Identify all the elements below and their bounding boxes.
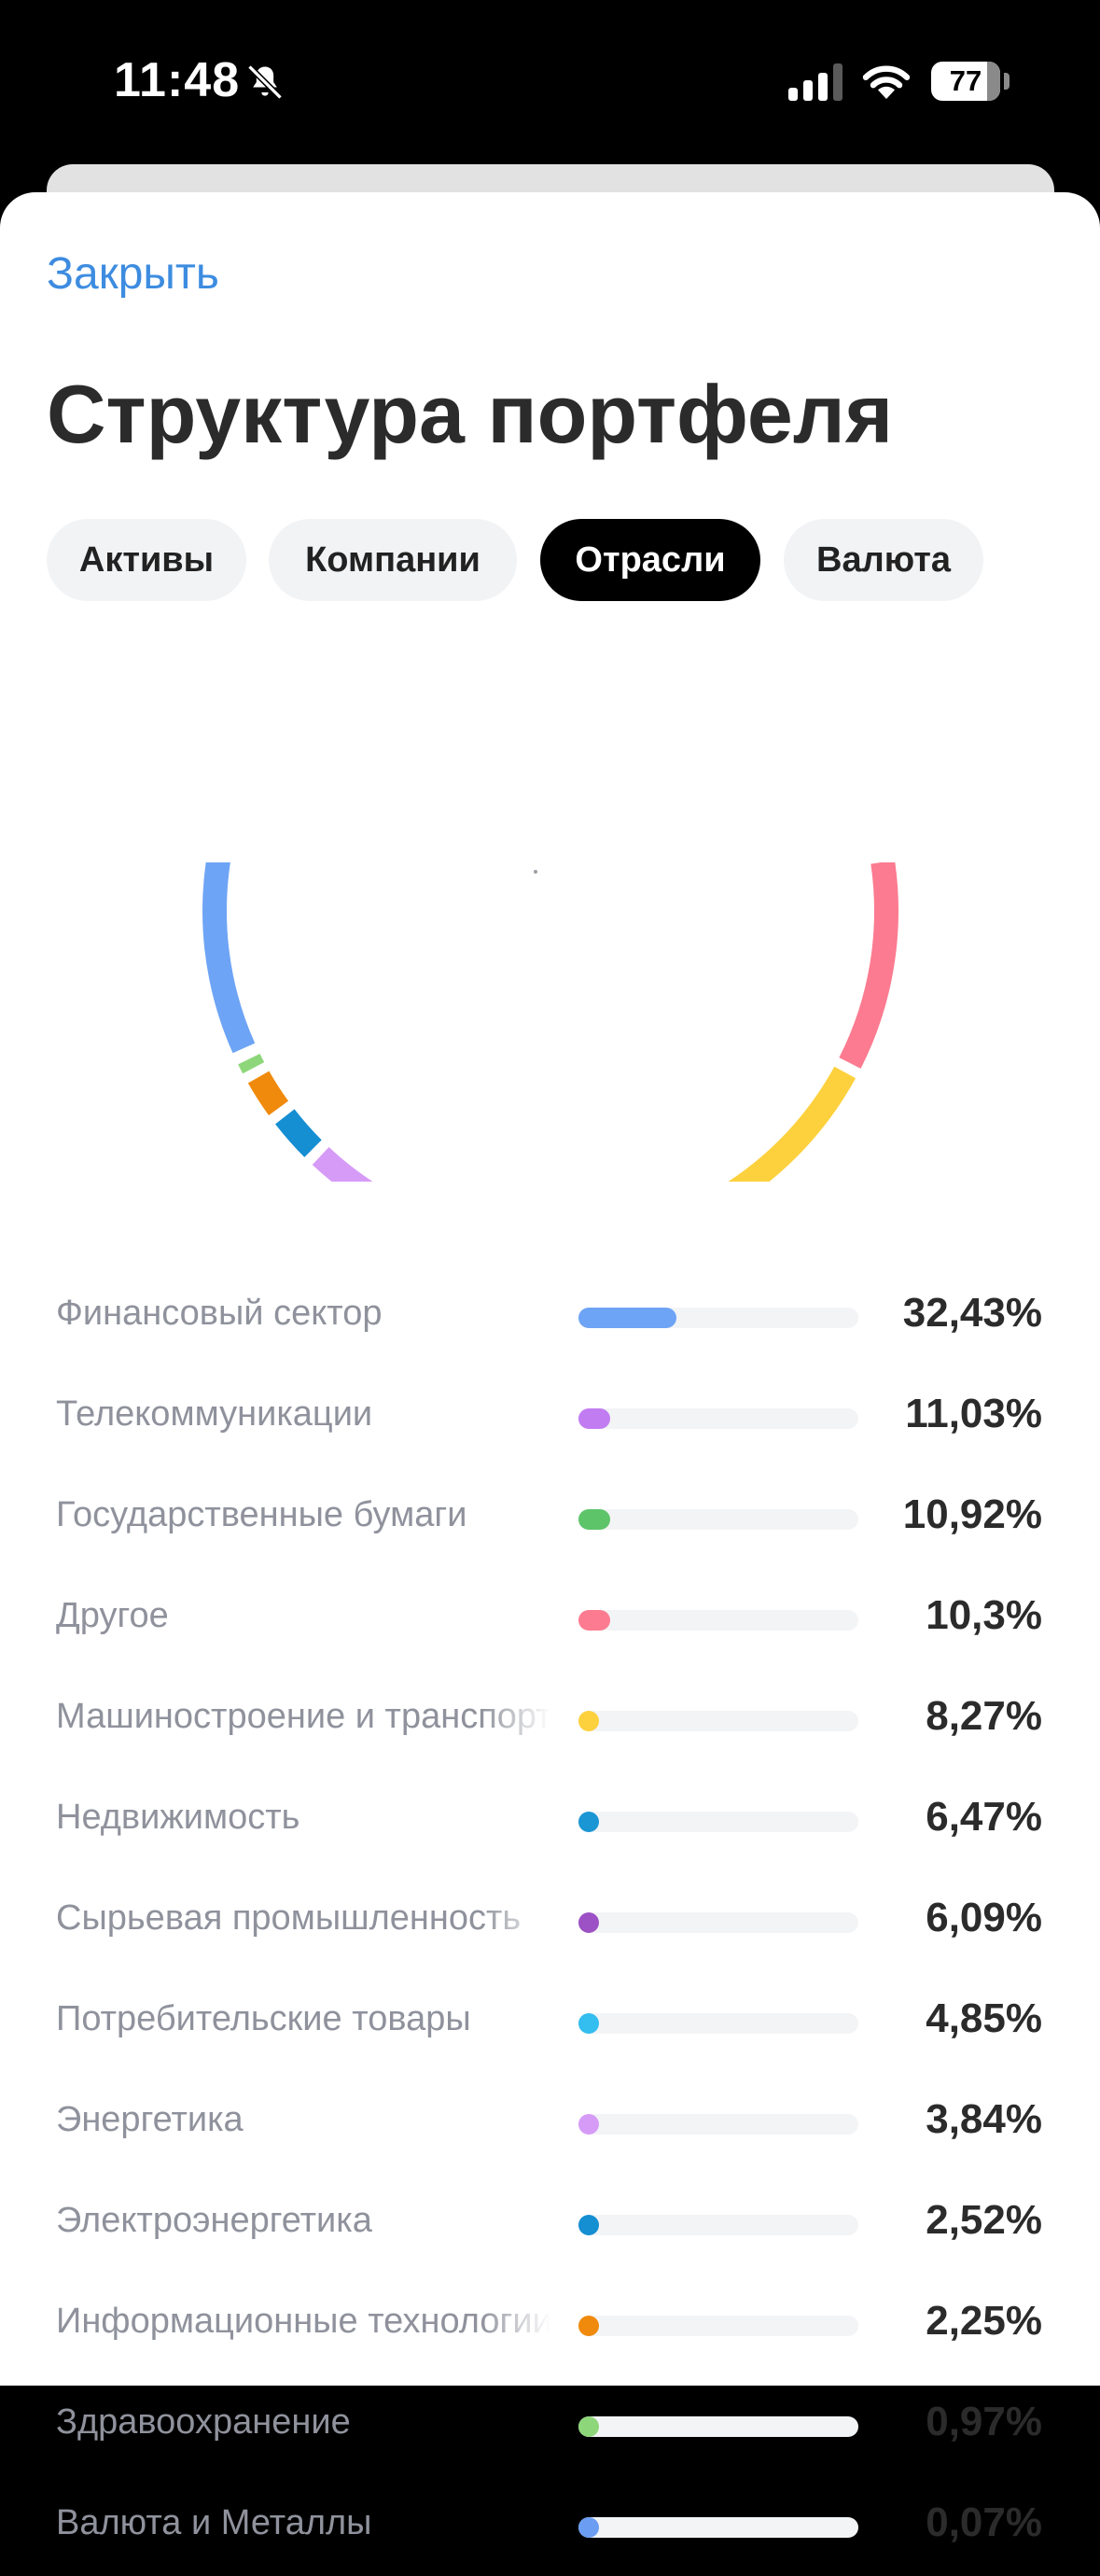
sector-value: 2,25% bbox=[926, 2298, 1042, 2344]
sector-bar-fill bbox=[578, 1308, 676, 1328]
sector-row[interactable]: Потребительские товары 4,85% bbox=[0, 1971, 1100, 2072]
tab-currency[interactable]: Валюта bbox=[784, 519, 983, 601]
sector-row[interactable]: Валюта и Металлы 0,07% bbox=[0, 2475, 1100, 2576]
status-bar: 11:48 77 bbox=[0, 0, 1100, 163]
sector-row[interactable]: Информационные технологии 2,25% bbox=[0, 2274, 1100, 2374]
sector-row[interactable]: Недвижимость 6,47% bbox=[0, 1770, 1100, 1870]
sector-value: 3,84% bbox=[926, 2096, 1042, 2142]
tab-companies-label: Компании bbox=[305, 539, 480, 580]
sector-bar-fill bbox=[578, 2013, 599, 2034]
chart-center-dot bbox=[534, 870, 537, 874]
sector-bar-track bbox=[578, 2416, 858, 2437]
sector-label: Электроэнергетика bbox=[56, 2201, 372, 2240]
sector-row[interactable]: Энергетика 3,84% bbox=[0, 2072, 1100, 2173]
sector-label: Недвижимость bbox=[56, 1798, 300, 1837]
sector-label: Валюта и Металлы bbox=[56, 2503, 372, 2542]
sector-label: Государственные бумаги bbox=[56, 1495, 467, 1534]
sector-bar-fill bbox=[578, 1610, 610, 1631]
sector-bar-track bbox=[578, 2114, 858, 2135]
battery-level: 77 bbox=[949, 64, 982, 97]
page-title: Структура портфеля bbox=[47, 368, 894, 460]
sector-bar-fill bbox=[578, 1912, 599, 1933]
sector-bar-track bbox=[578, 1308, 858, 1328]
sector-label: Другое bbox=[56, 1596, 169, 1635]
sector-bar-fill bbox=[578, 1408, 610, 1429]
sector-value: 2,52% bbox=[926, 2197, 1042, 2243]
sector-value: 11,03% bbox=[905, 1391, 1042, 1436]
tab-currency-label: Валюта bbox=[816, 539, 951, 580]
donut-slice-10 bbox=[247, 1071, 289, 1115]
tab-assets[interactable]: Активы bbox=[47, 519, 246, 601]
sector-bar-fill bbox=[578, 1812, 599, 1832]
sector-bar-track bbox=[578, 1812, 858, 1832]
sector-value: 8,27% bbox=[926, 1693, 1042, 1739]
tab-companies[interactable]: Компании bbox=[269, 519, 517, 601]
tab-assets-label: Активы bbox=[78, 539, 215, 580]
donut-slice-3 bbox=[839, 862, 898, 1069]
sector-label: Здравоохранение bbox=[56, 2402, 351, 2442]
status-time: 11:48 bbox=[114, 53, 241, 107]
sector-bar-track bbox=[578, 1509, 858, 1530]
sector-bar-track bbox=[578, 2316, 858, 2336]
bell-slash-icon bbox=[247, 64, 283, 100]
sector-bar-track bbox=[578, 2517, 858, 2538]
close-button[interactable]: Закрыть bbox=[47, 249, 219, 299]
sector-value: 10,92% bbox=[902, 1491, 1042, 1537]
sector-bar-track bbox=[578, 1711, 858, 1731]
sector-row[interactable]: Машиностроение и транспорт 8,27% bbox=[0, 1669, 1100, 1770]
sector-donut-chart bbox=[202, 663, 898, 1182]
wifi-icon bbox=[862, 65, 911, 99]
battery-indicator: 77 bbox=[931, 62, 1000, 101]
sector-bar-track bbox=[578, 1912, 858, 1933]
sector-bar-fill bbox=[578, 1711, 599, 1731]
donut-slice-2 bbox=[776, 663, 881, 852]
sector-bar-fill bbox=[578, 2416, 599, 2437]
sector-value: 32,43% bbox=[902, 1290, 1042, 1336]
sector-bar-fill bbox=[578, 2316, 599, 2336]
sector-value: 0,07% bbox=[926, 2499, 1042, 2545]
sector-value: 0,97% bbox=[926, 2399, 1042, 2444]
tab-sectors-label: Отрасли bbox=[575, 539, 726, 580]
sector-bar-track bbox=[578, 1610, 858, 1631]
sector-label: Сырьевая промышленность bbox=[56, 1898, 522, 1938]
sector-label: Финансовый сектор bbox=[56, 1294, 383, 1333]
sector-bar-fill bbox=[578, 2517, 599, 2538]
sector-value: 6,47% bbox=[926, 1794, 1042, 1840]
sector-row[interactable]: Сырьевая промышленность 6,09% bbox=[0, 1870, 1100, 1971]
battery-tip bbox=[1004, 73, 1009, 90]
sector-label: Энергетика bbox=[56, 2100, 244, 2139]
sector-label: Потребительские товары bbox=[56, 1999, 471, 2038]
sector-label: Информационные технологии bbox=[56, 2302, 550, 2341]
sector-bar-track bbox=[578, 2013, 858, 2034]
sector-value: 10,3% bbox=[926, 1592, 1042, 1638]
sector-label: Телекоммуникации bbox=[56, 1394, 373, 1434]
donut-slice-4 bbox=[728, 1066, 856, 1182]
sector-row[interactable]: Другое 10,3% bbox=[0, 1568, 1100, 1669]
sector-value: 6,09% bbox=[926, 1895, 1042, 1940]
donut-slice-0 bbox=[202, 862, 256, 1054]
sector-row[interactable]: Государственные бумаги 10,92% bbox=[0, 1467, 1100, 1568]
sector-row[interactable]: Электроэнергетика 2,52% bbox=[0, 2173, 1100, 2274]
portfolio-structure-sheet: Закрыть Структура портфеля Активы Компан… bbox=[0, 192, 1100, 2545]
sector-value: 4,85% bbox=[926, 1995, 1042, 2041]
sector-bar-fill bbox=[578, 2215, 599, 2235]
tab-sectors[interactable]: Отрасли bbox=[540, 519, 760, 601]
sector-row[interactable]: Финансовый сектор 32,43% bbox=[0, 1266, 1100, 1366]
sector-bar-track bbox=[578, 2215, 858, 2235]
sector-label: Машиностроение и транспорт bbox=[56, 1697, 550, 1736]
sector-row[interactable]: Телекоммуникации 11,03% bbox=[0, 1366, 1100, 1467]
sector-row[interactable]: Здравоохранение 0,97% bbox=[0, 2374, 1100, 2475]
sector-bar-fill bbox=[578, 2114, 599, 2135]
sector-bar-track bbox=[578, 1408, 858, 1429]
cellular-signal-icon bbox=[788, 63, 842, 101]
donut-slice-9 bbox=[275, 1109, 322, 1157]
sector-bar-fill bbox=[578, 1509, 610, 1530]
donut-slice-11 bbox=[238, 1053, 265, 1074]
donut-slice-8 bbox=[312, 1146, 373, 1182]
